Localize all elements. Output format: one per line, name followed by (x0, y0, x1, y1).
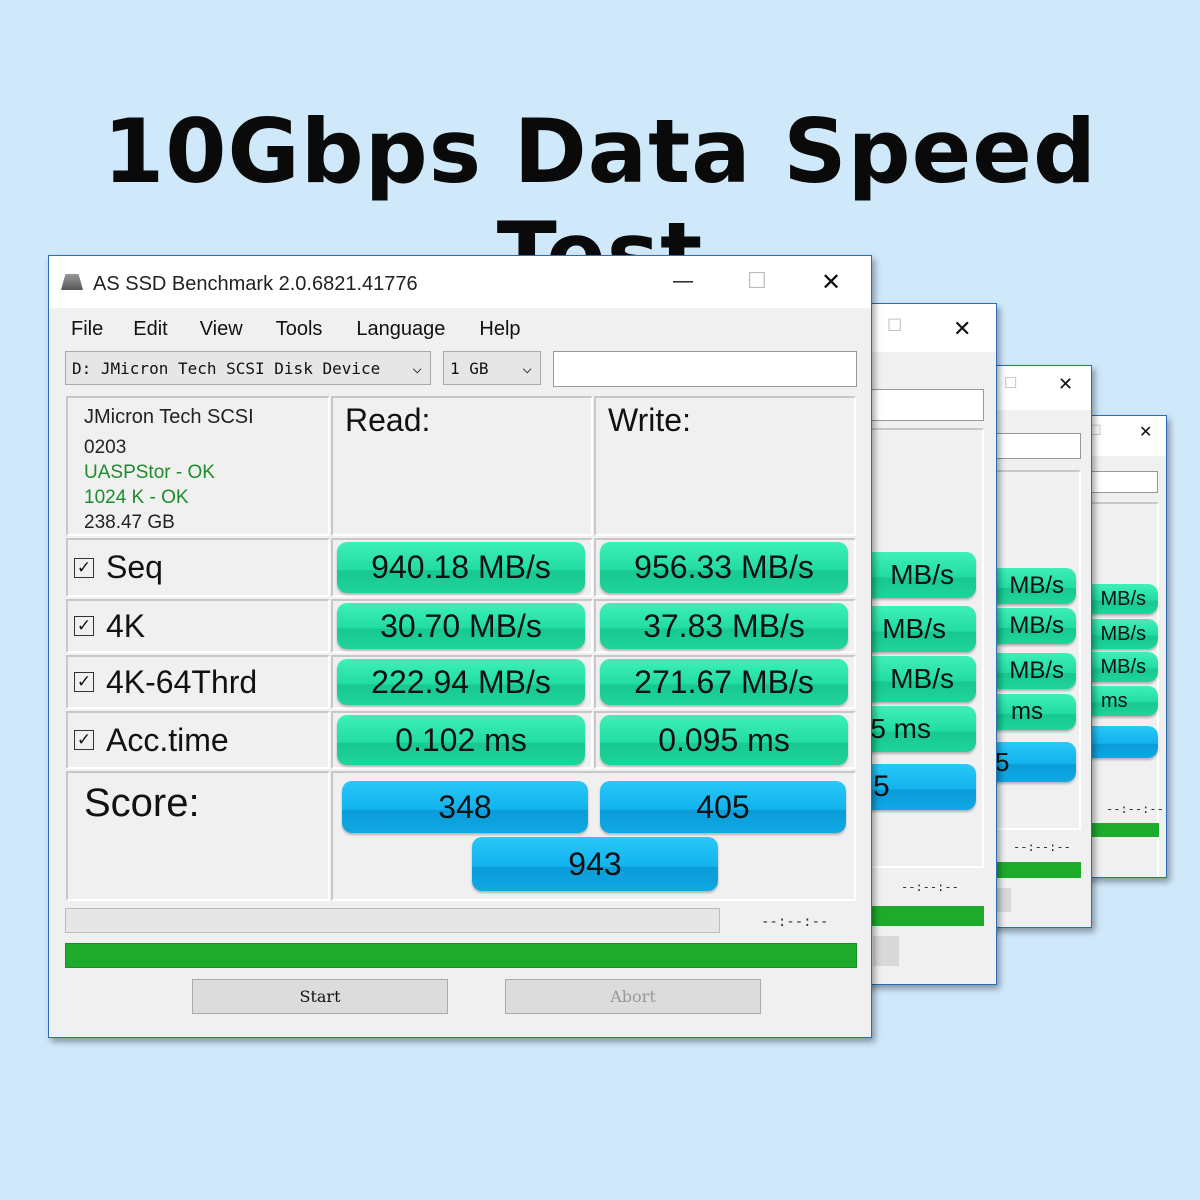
test-progress-bar (65, 908, 720, 933)
row-checkbox-1[interactable]: ✓ 4K (74, 599, 145, 653)
checkbox-icon[interactable]: ✓ (74, 616, 94, 636)
menu-view[interactable]: View (199, 318, 243, 340)
elapsed-time: --:--:-- (1106, 802, 1164, 816)
menu-bar: File Edit View Tools Language Help (71, 318, 521, 341)
checkbox-icon[interactable]: ✓ (74, 730, 94, 750)
row-label: Acc.time (106, 721, 229, 758)
row-label: 4K (106, 607, 146, 644)
drive-select[interactable]: D: JMicron Tech SCSI Disk Device ⌵ (65, 351, 431, 385)
row-checkbox-0[interactable]: ✓ Seq (74, 538, 163, 597)
maximize-icon: ☐ (887, 316, 903, 335)
write-result: 956.33 MB/s (600, 542, 848, 593)
driver-status: UASPStor - OK (84, 462, 215, 483)
overall-progress-bar (65, 943, 857, 968)
row-checkbox-3[interactable]: ✓ Acc.time (74, 711, 229, 769)
write-header: Write: (608, 402, 691, 438)
close-button[interactable]: ✕ (821, 269, 842, 296)
score-write: 405 (600, 781, 846, 833)
close-icon[interactable]: ✕ (953, 316, 972, 341)
size-select[interactable]: 1 GB ⌵ (443, 351, 541, 385)
read-result: 30.70 MB/s (337, 603, 585, 649)
menu-language[interactable]: Language (356, 318, 446, 340)
write-result: 37.83 MB/s (600, 603, 848, 649)
read-result: 940.18 MB/s (337, 542, 585, 593)
write-result: 271.67 MB/s (600, 659, 848, 705)
alignment-status: 1024 K - OK (84, 487, 189, 508)
app-icon (61, 274, 83, 290)
abort-button[interactable]: Abort (505, 979, 761, 1014)
chevron-down-icon: ⌵ (412, 358, 422, 377)
read-header: Read: (345, 402, 431, 438)
row-label-panel (66, 538, 330, 597)
row-label: Seq (106, 549, 163, 585)
window-title: AS SSD Benchmark 2.0.6821.41776 (93, 273, 418, 295)
progress-bar (861, 906, 984, 926)
row-label-panel (66, 655, 330, 709)
row-label-panel (66, 599, 330, 653)
title-bar (49, 256, 871, 308)
elapsed-time: --:--:-- (1013, 840, 1071, 854)
elapsed-time: --:--:-- (761, 914, 829, 930)
score-total: 943 (472, 837, 718, 891)
checkbox-icon[interactable]: ✓ (74, 557, 94, 578)
read-result: 222.94 MB/s (337, 659, 585, 705)
write-header-panel: Write: (594, 396, 856, 536)
device-capacity: 238.47 GB (84, 512, 175, 533)
read-result: 0.102 ms (337, 715, 585, 765)
score-read: 348 (342, 781, 588, 833)
chevron-down-icon: ⌵ (522, 358, 532, 377)
row-label: 4K-64Thrd (106, 663, 258, 700)
close-icon[interactable]: ✕ (1058, 374, 1074, 394)
status-field[interactable] (553, 351, 857, 387)
score-label-panel: Score: (66, 771, 330, 901)
row-label-panel (66, 711, 330, 769)
checkbox-icon[interactable]: ✓ (74, 672, 94, 692)
menu-tools[interactable]: Tools (275, 318, 323, 340)
start-button[interactable]: Start (192, 979, 448, 1014)
progress-bar (971, 862, 1081, 878)
maximize-icon: ☐ (1004, 375, 1018, 392)
minimize-button[interactable]: — (673, 270, 693, 292)
maximize-button[interactable]: ☐ (747, 268, 767, 293)
maximize-icon: ☐ (1089, 422, 1102, 438)
close-icon[interactable]: ✕ (1139, 424, 1153, 441)
row-checkbox-2[interactable]: ✓ 4K-64Thrd (74, 655, 257, 709)
headline: 10Gbps Data Speed Test (103, 100, 1097, 306)
write-result: 0.095 ms (600, 715, 848, 765)
elapsed-time: --:--:-- (901, 880, 959, 894)
menu-file[interactable]: File (71, 318, 104, 340)
device-firmware: 0203 (84, 437, 127, 458)
device-info-panel: JMicron Tech SCSI 0203 UASPStor - OK 102… (66, 396, 330, 536)
menu-edit[interactable]: Edit (133, 318, 168, 340)
menu-help[interactable]: Help (479, 318, 521, 340)
as-ssd-window: AS SSD Benchmark 2.0.6821.41776 — ☐ ✕ Fi… (48, 255, 872, 1038)
read-header-panel: Read: (331, 396, 593, 536)
score-label: Score: (84, 781, 200, 825)
device-name: JMicron Tech SCSI (84, 406, 254, 428)
